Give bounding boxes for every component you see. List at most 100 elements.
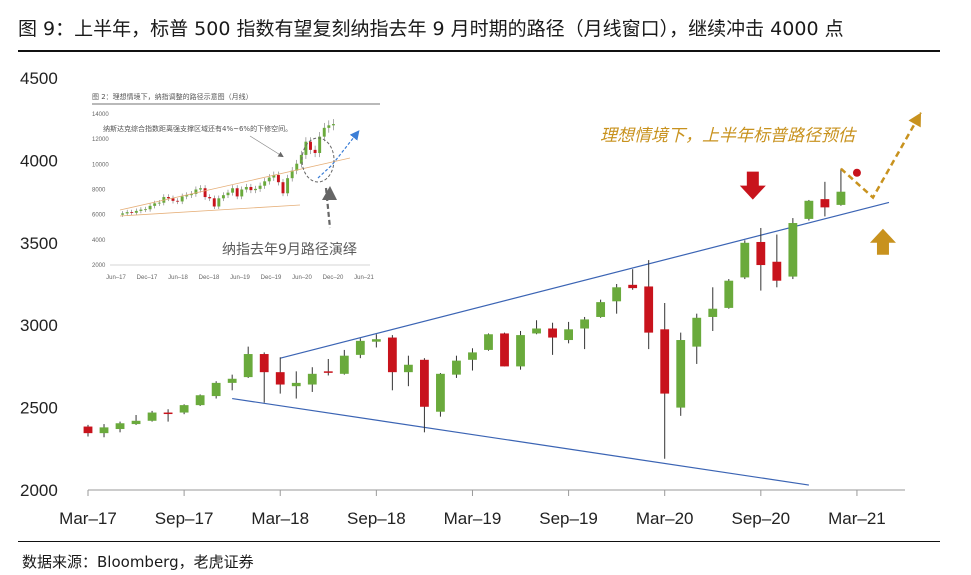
inset-candle xyxy=(166,194,170,202)
candle-body xyxy=(500,333,509,367)
candle-body xyxy=(307,373,317,385)
inset-candle xyxy=(254,185,257,194)
inset-candle xyxy=(176,198,180,205)
candle xyxy=(612,284,622,314)
inset-candle-body xyxy=(221,195,225,199)
inset-candle-body xyxy=(203,188,207,198)
inset-y-tick: 12000 xyxy=(92,137,109,143)
candle-body xyxy=(452,360,461,375)
figure-title: 图 9：上半年，标普 500 指数有望复刻纳指去年 9 月时期的路径（月线窗口）… xyxy=(18,18,844,40)
inset-candle xyxy=(295,159,299,175)
inset-candle-body xyxy=(309,141,312,150)
inset-candle xyxy=(130,209,134,216)
candle xyxy=(644,260,654,350)
candle xyxy=(420,358,429,433)
inset-candle-body xyxy=(267,177,271,182)
candle-body xyxy=(339,355,349,374)
inset-candle-body xyxy=(327,125,331,128)
candle-body xyxy=(115,423,125,430)
inset-trend-upper xyxy=(119,157,351,211)
inset-candle-body xyxy=(295,163,299,171)
candle-body xyxy=(420,359,429,407)
inset-candle-body xyxy=(263,181,267,186)
inset-y-tick: 8000 xyxy=(92,188,106,194)
inset-candle xyxy=(286,174,290,197)
candle xyxy=(131,415,141,425)
inset-candle xyxy=(217,195,221,209)
inset-x-tick: Jun–20 xyxy=(292,275,312,281)
candle-body xyxy=(564,329,573,341)
x-tick-label: Sep–19 xyxy=(539,509,598,528)
inset-candle-body xyxy=(171,198,175,201)
inset-candle xyxy=(331,119,335,131)
candle xyxy=(820,181,830,217)
y-tick-label: 3000 xyxy=(20,316,58,335)
candle-body xyxy=(756,241,766,266)
candle-body xyxy=(628,284,638,289)
candle xyxy=(355,338,365,359)
candle xyxy=(804,199,814,221)
candle xyxy=(628,269,638,290)
inset-candle xyxy=(134,208,138,216)
candle xyxy=(772,234,782,288)
inset-candle-body xyxy=(322,127,326,137)
inset-candle xyxy=(144,206,147,213)
inset-candle-body xyxy=(318,136,322,154)
candle-body xyxy=(211,382,221,397)
inset-y-tick: 10000 xyxy=(92,162,109,168)
y-tick-label: 2000 xyxy=(20,481,58,500)
inset-highlight-ellipse xyxy=(301,137,335,183)
candle-body xyxy=(275,372,285,385)
inset-candle-body xyxy=(276,175,280,183)
inset-candle xyxy=(194,186,198,197)
inset-candle-body xyxy=(194,189,198,194)
axes: 2000 2500 3000 3500 4000 4500 Mar–17 Sep–17 Mar–… xyxy=(20,69,905,528)
candle xyxy=(452,355,461,378)
candle-body xyxy=(804,200,814,219)
trend-lines xyxy=(232,201,890,486)
candle xyxy=(516,330,525,370)
inset-candle-body xyxy=(299,154,303,164)
candle xyxy=(580,316,590,350)
candle xyxy=(676,332,686,416)
inset-candle xyxy=(148,203,152,212)
projection-arrowhead xyxy=(908,112,922,128)
y-tick-label: 4000 xyxy=(20,151,58,170)
source-rule xyxy=(18,541,940,542)
inset-candle-body xyxy=(254,188,257,191)
candle xyxy=(179,404,189,415)
inset-candle xyxy=(199,185,202,193)
inset-x-tick: Jun–17 xyxy=(106,275,126,281)
candle xyxy=(243,346,253,378)
candle-body xyxy=(371,339,381,342)
x-tick-label: Sep–17 xyxy=(155,509,214,528)
inset-candle-body xyxy=(157,202,161,204)
projection xyxy=(840,111,923,200)
candle xyxy=(259,352,269,403)
inset-background xyxy=(86,88,386,288)
candle xyxy=(468,348,477,371)
inset-path-label: 纳指去年9月路径演绎 xyxy=(222,242,357,258)
inset-candle xyxy=(263,178,267,189)
inset-y-tick: 6000 xyxy=(92,213,106,219)
path-label-pointer xyxy=(324,187,332,229)
candle-body xyxy=(163,412,173,415)
inset-trend-lower xyxy=(119,204,301,217)
inset-candle xyxy=(249,183,253,194)
inset-candle-body xyxy=(189,193,193,196)
inset-candle-body xyxy=(134,210,138,213)
candle-body xyxy=(484,334,493,350)
candle-body xyxy=(740,242,750,278)
inset-y-tick: 4000 xyxy=(92,238,106,244)
inset-candle xyxy=(125,209,129,216)
title-rule xyxy=(18,50,940,52)
inset-candle xyxy=(258,182,262,192)
candle-body xyxy=(708,308,718,317)
candle-body xyxy=(243,354,253,378)
inset-x-tick: Dec–19 xyxy=(261,275,282,281)
projection-path xyxy=(840,111,923,200)
inset-candle xyxy=(318,132,322,158)
candle-body xyxy=(387,337,397,373)
inset-candle-body xyxy=(240,189,244,197)
candle-body xyxy=(836,191,846,205)
